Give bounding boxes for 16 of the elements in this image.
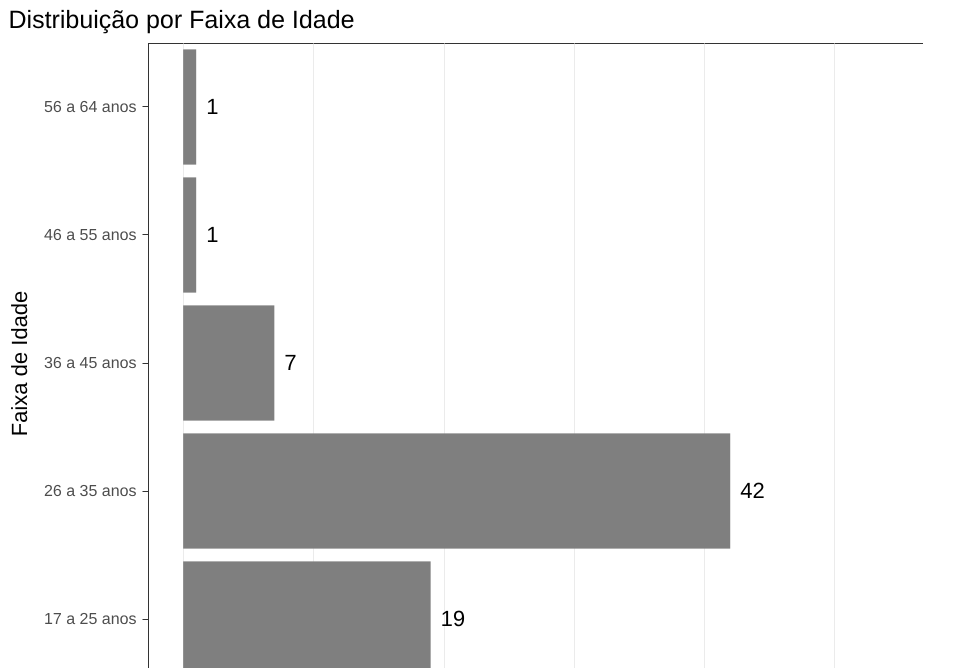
data-label: 7 bbox=[284, 350, 297, 375]
y-tick-label: 36 a 45 anos bbox=[44, 355, 136, 372]
bar bbox=[183, 177, 196, 293]
data-label: 19 bbox=[440, 606, 466, 631]
bar bbox=[183, 433, 730, 549]
y-axis-title: Faixa de Idade bbox=[6, 290, 32, 436]
bar bbox=[183, 305, 274, 421]
data-label: 1 bbox=[206, 94, 218, 119]
y-tick-label: 46 a 55 anos bbox=[44, 227, 136, 244]
y-tick-label: 26 a 35 anos bbox=[44, 483, 136, 500]
data-label: 42 bbox=[740, 478, 765, 503]
bar bbox=[183, 49, 196, 165]
y-tick-label: 56 a 64 anos bbox=[44, 99, 136, 116]
y-tick-label: 17 a 25 anos bbox=[44, 611, 136, 628]
data-label: 1 bbox=[206, 222, 218, 247]
chart-title: Distribuição por Faixa de Idade bbox=[8, 6, 355, 34]
